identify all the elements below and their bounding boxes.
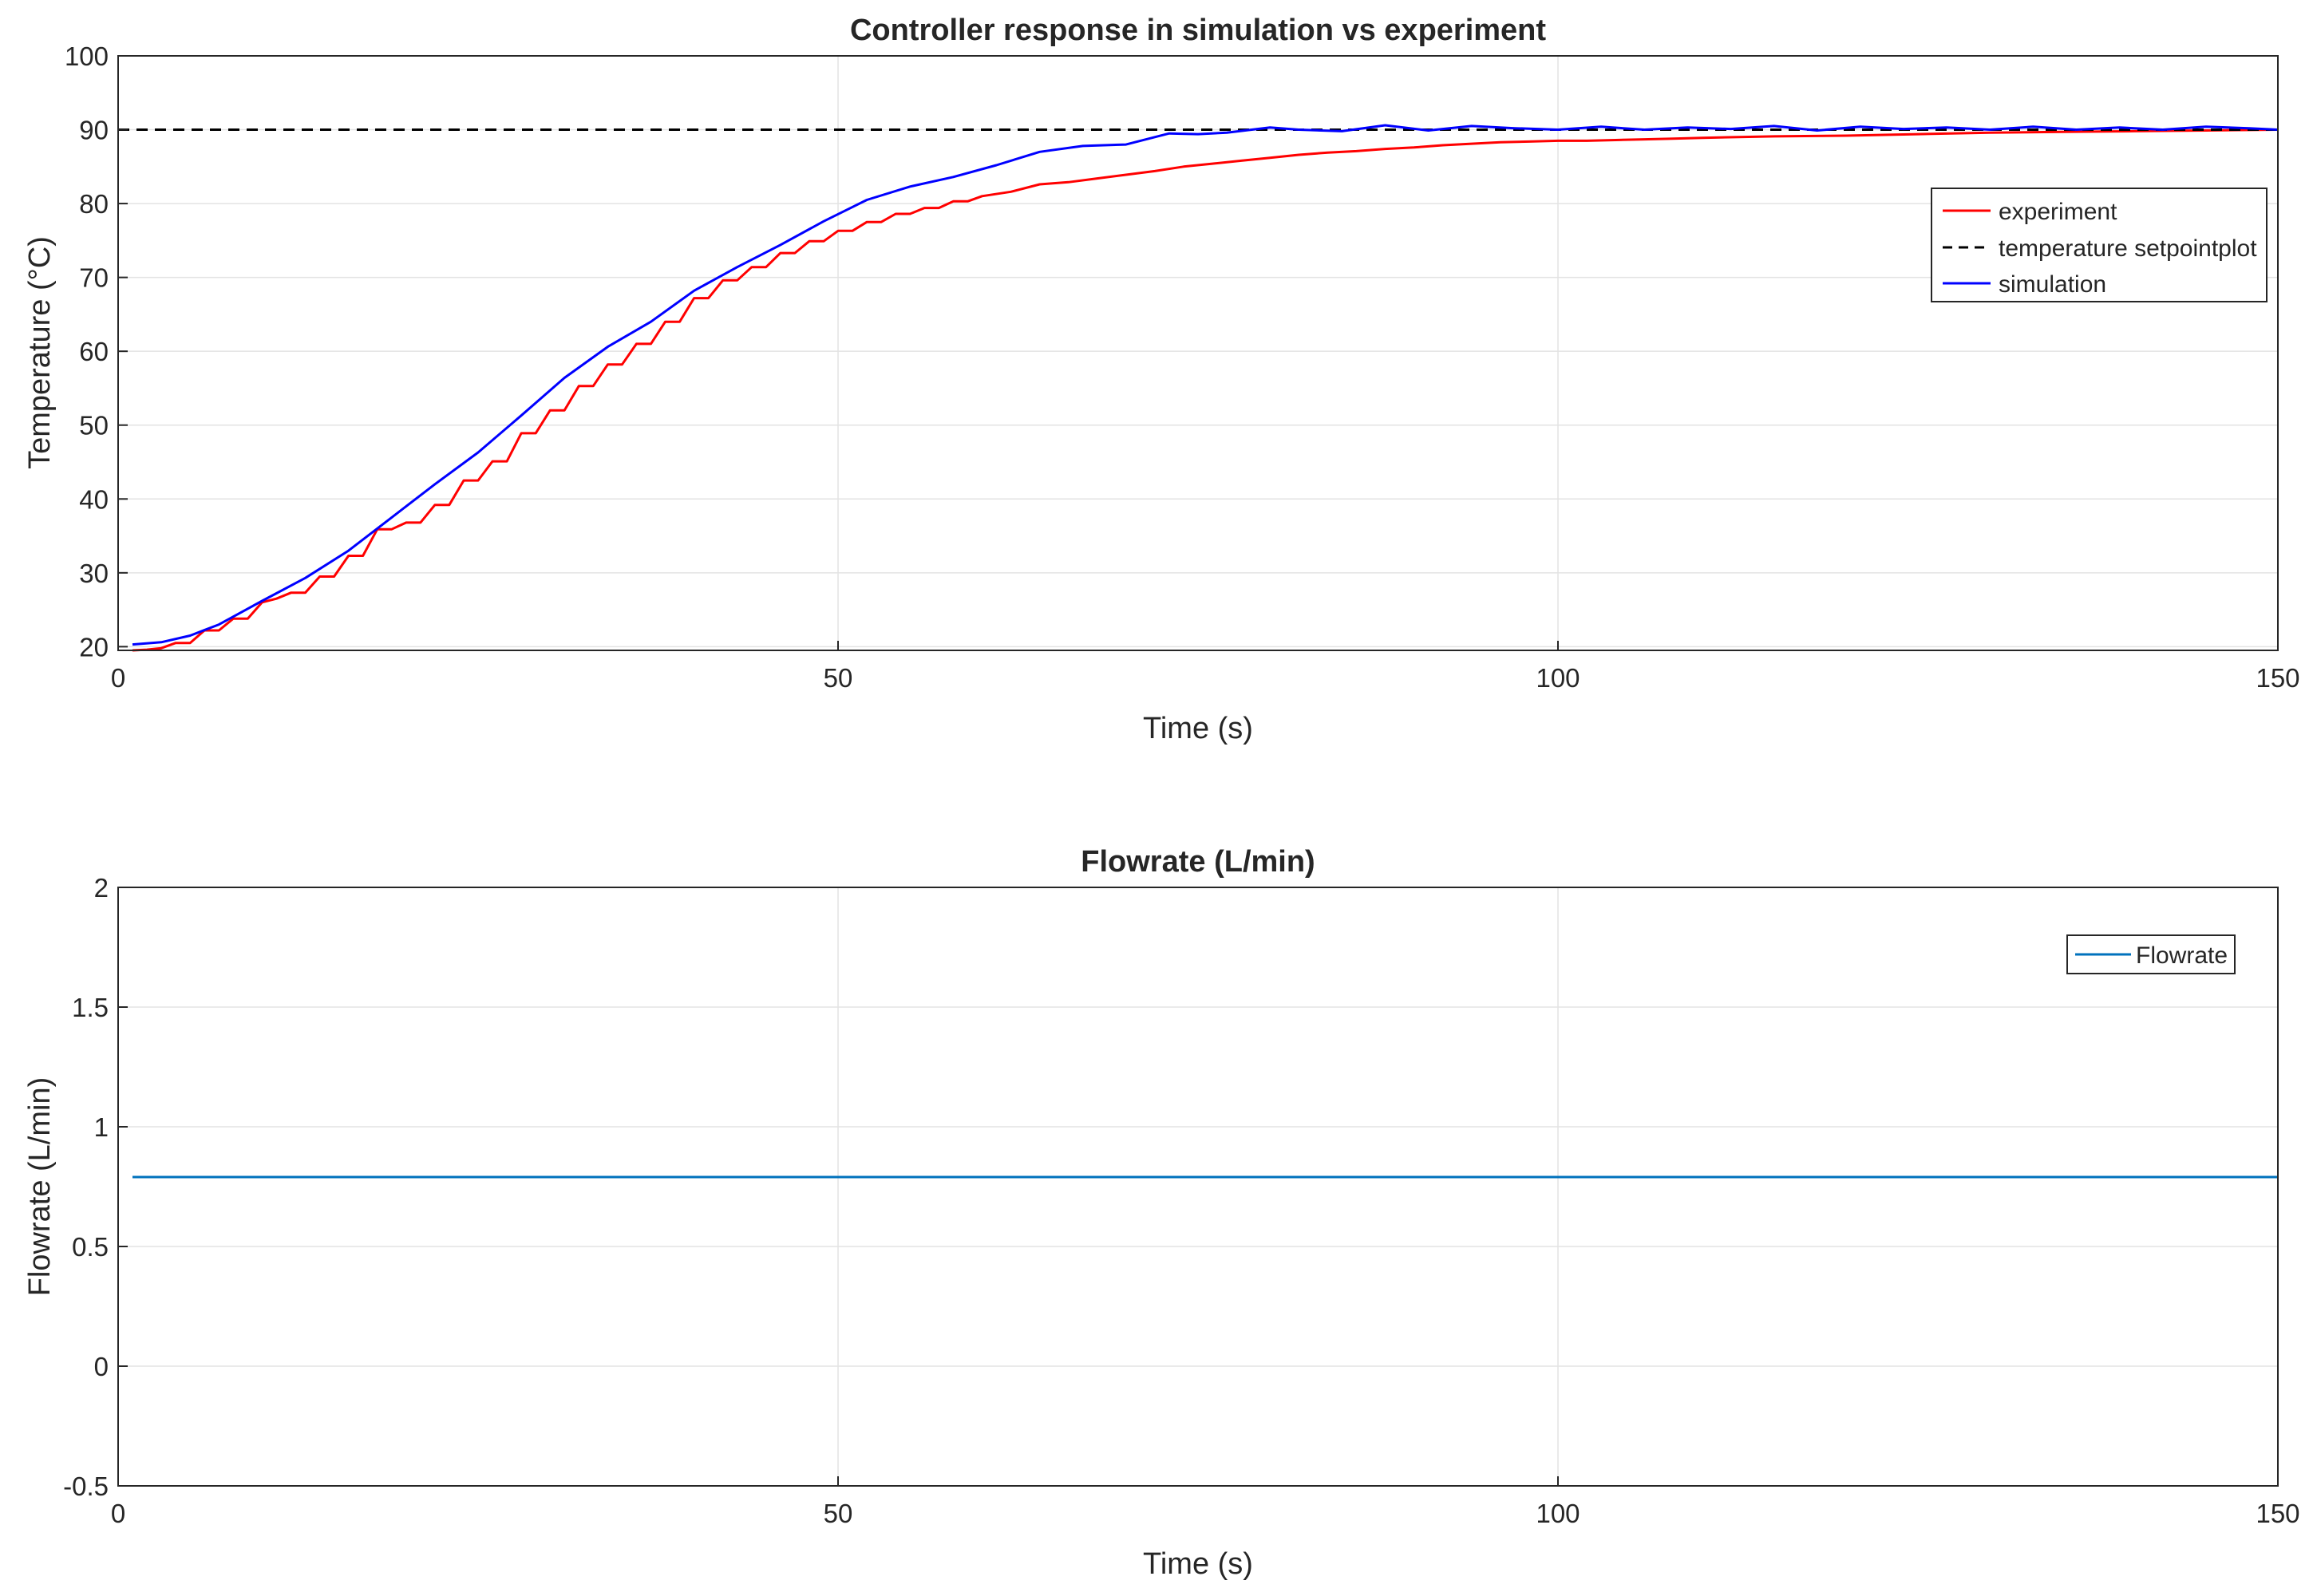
- legend-experiment-label: experiment: [1999, 199, 2117, 225]
- flowrate-chart-title: Flowrate (L/min): [1081, 845, 1315, 879]
- temperature-y-tick-label: 40: [79, 484, 109, 514]
- flowrate-y-tick-label: 1.5: [72, 993, 109, 1022]
- temperature-x-tick-label: 100: [1536, 663, 1580, 693]
- flowrate-y-tick-label: 0.5: [72, 1232, 109, 1262]
- series-line-experiment: [132, 128, 2279, 652]
- flowrate-plot-background: [118, 887, 2278, 1486]
- temperature-axes-box: [117, 55, 2279, 651]
- temperature-series-group: [118, 124, 2279, 652]
- temperature-y-tick-label: 60: [79, 337, 109, 366]
- flowrate-x-tick-label: 0: [111, 1499, 125, 1528]
- temperature-x-axis-label: Time (s): [1143, 712, 1253, 745]
- flowrate-chart: -0.500.511.52 0 50 100 150 Flowrate (L/min)…: [23, 845, 2300, 1581]
- flowrate-x-tick-label: 50: [824, 1499, 853, 1528]
- temperature-y-tick-label: 20: [79, 632, 109, 662]
- flowrate-x-axis-label: Time (s): [1143, 1547, 1253, 1581]
- temperature-y-tick-label: 70: [79, 263, 109, 293]
- temperature-y-tick-label: 80: [79, 189, 109, 219]
- flowrate-y-axis-label: Flowrate (L/min): [23, 1077, 57, 1297]
- temperature-y-tick-label: 30: [79, 559, 109, 588]
- series-line-simulation: [132, 124, 2279, 646]
- flowrate-axes-box: [117, 887, 2279, 1487]
- temperature-x-ticks: 0 50 100 150: [111, 641, 2300, 693]
- temperature-x-tick-label: 0: [111, 663, 125, 693]
- temperature-y-ticks: 20 30 40 50 60 70 80 90 100: [65, 41, 128, 662]
- flowrate-y-ticks: -0.5 0 0.5 1 1.5 2: [63, 873, 128, 1501]
- temperature-plot-background: [118, 56, 2278, 650]
- flowrate-y-tick-label: 1: [94, 1112, 109, 1142]
- temperature-y-tick-label: 50: [79, 411, 109, 440]
- flowrate-x-ticks: 0 50 100 150: [111, 1476, 2300, 1528]
- flowrate-x-tick-label: 100: [1536, 1499, 1580, 1528]
- temperature-chart: 20 30 40 50 60 70 80 90 100 0 50 100 150 Controller…: [23, 14, 2300, 745]
- flowrate-y-tick-label: 2: [94, 873, 109, 903]
- temperature-y-tick-label: 100: [65, 41, 109, 71]
- temperature-x-tick-label: 50: [824, 663, 853, 693]
- legend-setpoint-label: temperature setpointplot: [1999, 235, 2257, 262]
- flowrate-legend: Flowrate: [2066, 934, 2236, 974]
- legend-flowrate-label: Flowrate: [2136, 942, 2228, 969]
- temperature-legend: experiment temperature setpointplot simu…: [1931, 188, 2268, 302]
- temperature-y-tick-label: 90: [79, 116, 109, 145]
- temperature-x-tick-label: 150: [2256, 663, 2299, 693]
- flowrate-y-tick-label: -0.5: [63, 1472, 109, 1501]
- flowrate-x-tick-label: 150: [2256, 1499, 2299, 1528]
- flowrate-y-tick-label: 0: [94, 1352, 109, 1381]
- legend-simulation-label: simulation: [1999, 271, 2106, 298]
- temperature-y-axis-label: Temperature (°C): [23, 236, 57, 469]
- temperature-chart-title: Controller response in simulation vs exp…: [850, 14, 1546, 47]
